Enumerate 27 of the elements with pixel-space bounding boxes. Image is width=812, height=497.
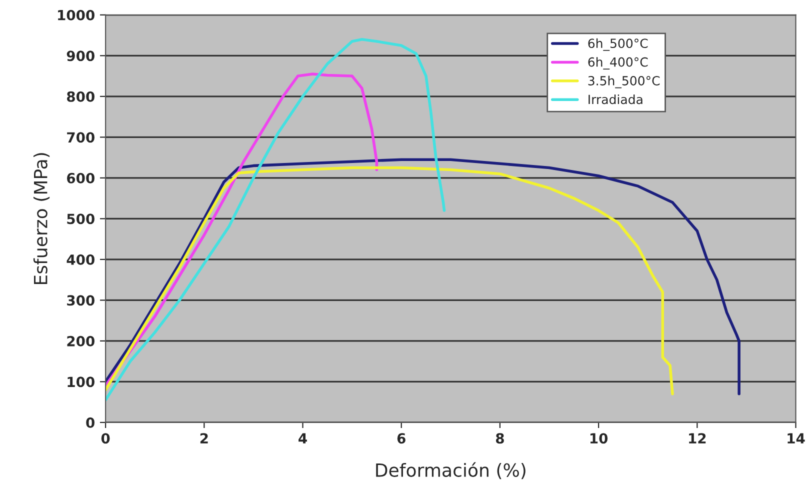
x-tick-label: 14 — [788, 433, 805, 444]
y-tick-label: 400 — [66, 254, 94, 265]
line-series — [106, 38, 446, 402]
y-tick-label: 900 — [66, 50, 94, 62]
x-tick-label: 2 — [200, 433, 208, 444]
y-tick-label: 800 — [67, 91, 94, 102]
legend-label: 6h_500°C — [588, 38, 648, 51]
y-tick-label: 500 — [67, 214, 94, 224]
line-series — [106, 72, 378, 388]
x-tick-label: 10 — [590, 433, 608, 444]
y-tick-label: 300 — [67, 295, 94, 306]
y-tick-label: 200 — [67, 336, 94, 346]
y-tick-label: 600 — [67, 172, 94, 184]
y-tick-label: 0 — [86, 417, 94, 428]
y-axis-title: Esfuerzo (MPa) — [33, 153, 50, 284]
y-tick-label: 100 — [68, 376, 94, 388]
x-tick-label: 6 — [397, 433, 406, 444]
legend-label: Irradiada — [588, 94, 642, 104]
legend-label: 3.5h_500°C — [588, 76, 660, 88]
x-tick-label: 4 — [298, 433, 307, 444]
legend-label: 6h_400°C — [588, 57, 648, 70]
x-tick-label: 0 — [101, 433, 110, 444]
x-tick-label: 8 — [496, 433, 504, 444]
x-tick-label: 12 — [689, 433, 706, 444]
y-tick-label: 1000 — [58, 10, 94, 20]
y-tick-label: 700 — [67, 132, 94, 143]
x-axis-title: Deformación (%) — [376, 462, 526, 480]
